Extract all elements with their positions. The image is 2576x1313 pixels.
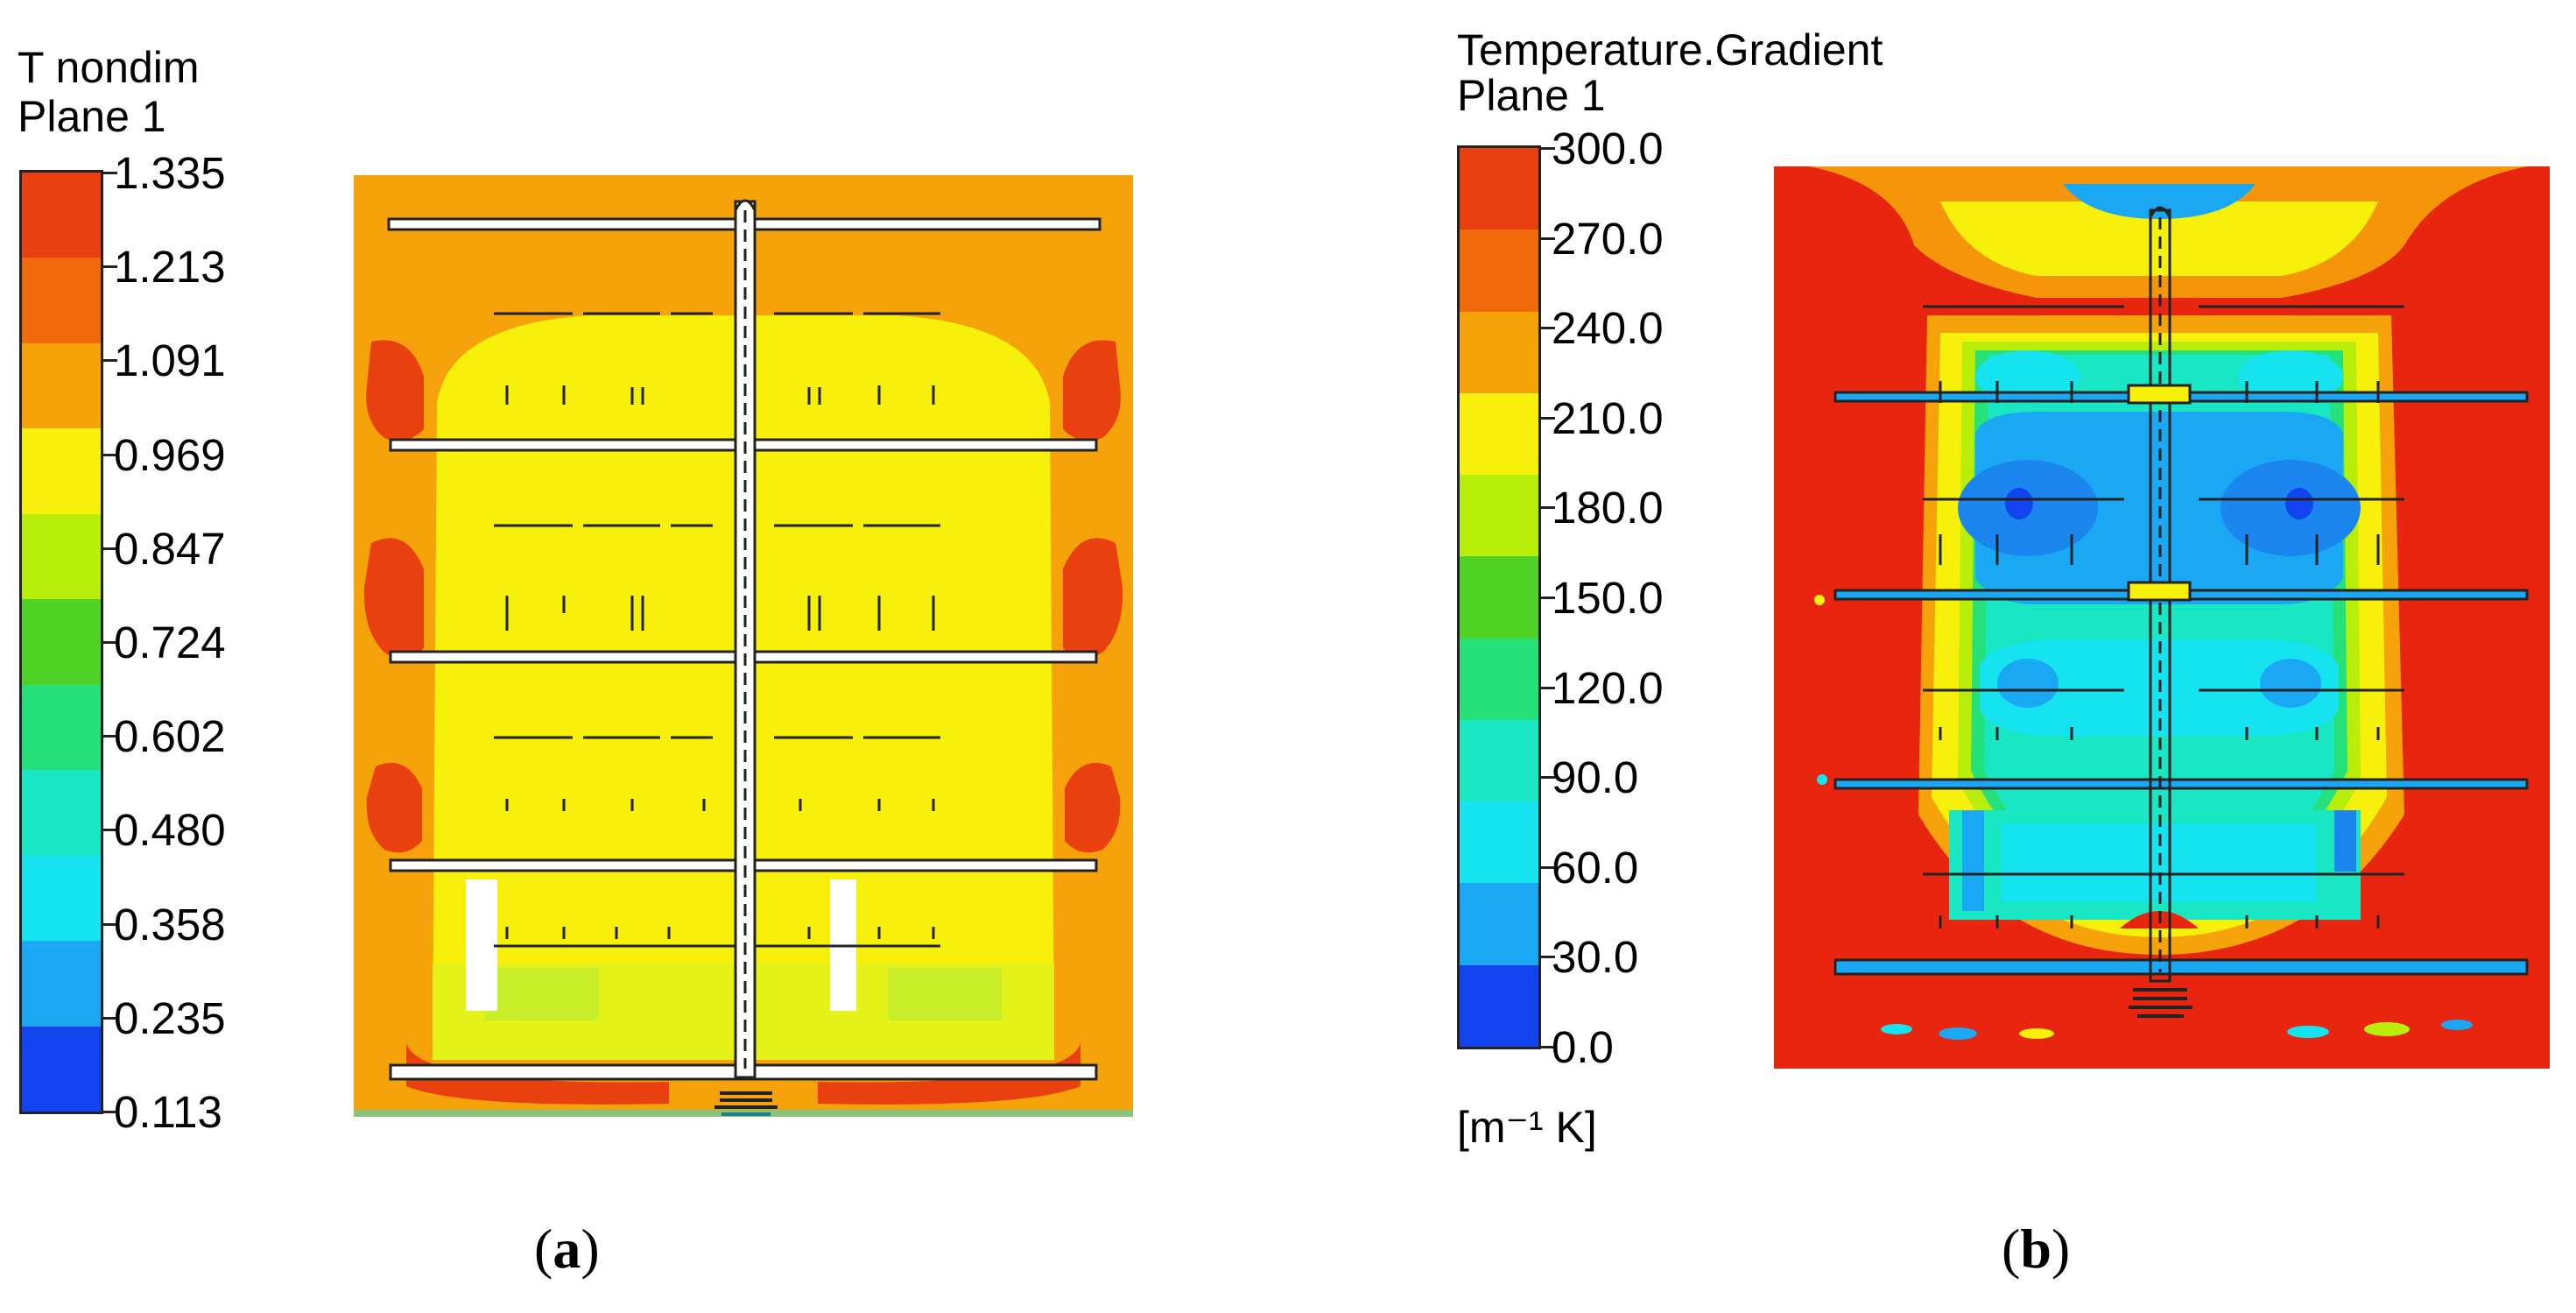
- colorbar-band: [22, 428, 101, 514]
- support-lines: [494, 312, 940, 948]
- colorbar-tick-mark: [1541, 1046, 1555, 1048]
- colorbar-tick-mark: [103, 359, 117, 363]
- temperature-gradient-contour-plot: [1774, 166, 2550, 1069]
- colorbar-tick-label: 1.091: [114, 335, 226, 386]
- colorbar-tick-mark: [1541, 865, 1555, 869]
- colorbar-band: [22, 684, 101, 771]
- colorbar-tick-mark: [1541, 236, 1555, 240]
- baffle-strip: [466, 879, 497, 1011]
- colorbar-tick-label: 210.0: [1552, 392, 1664, 443]
- colorbar-band: [1460, 556, 1538, 639]
- colorbar-tick-label: 0.969: [114, 429, 226, 480]
- colorbar-band: [22, 258, 101, 343]
- caption-b: (b): [2002, 1218, 2071, 1280]
- colorbar-tick-label: 0.480: [114, 805, 226, 856]
- colorbar-band: [1460, 392, 1538, 476]
- colorbar-unit-b: [m⁻¹ K]: [1457, 1103, 1597, 1152]
- colorbar-tick-label: 0.724: [114, 618, 226, 667]
- colorbar-tick-mark: [103, 641, 117, 644]
- colorbar-tick-mark: [103, 922, 117, 926]
- colorbar-tick-mark: [1541, 956, 1555, 959]
- colorbar-tick-mark: [103, 1016, 117, 1020]
- colorbar-tick-label: 1.335: [114, 148, 226, 198]
- agitator-shaft: [734, 199, 757, 1079]
- colorbar-band: [1460, 883, 1538, 965]
- colorbar-tick-label: 1.213: [114, 242, 226, 293]
- colorbar-band: [22, 770, 101, 856]
- colorbar-tick-label: 0.0: [1552, 1022, 1614, 1072]
- colorbar-tick-mark: [103, 1111, 117, 1113]
- colorbar-band: [22, 941, 101, 1027]
- gradient-speckles: [1814, 595, 2473, 1040]
- colorbar-tick-label: 150.0: [1552, 573, 1664, 623]
- colorbar-band: [1460, 638, 1538, 720]
- colorbar-tick-label: 270.0: [1552, 213, 1664, 264]
- colorbar-tick-label: 90.0: [1552, 752, 1639, 803]
- colorbar-band: [22, 855, 101, 942]
- colorbar-tick-label: 30.0: [1552, 932, 1639, 983]
- colorbar-tick-mark: [1541, 686, 1555, 689]
- bottom-bearing-b: [2129, 988, 2192, 1018]
- legend-title-b: Temperature.Gradient: [1457, 25, 1883, 74]
- colorbar-tick-mark: [103, 547, 117, 550]
- colorbar-tick-label: 0.602: [114, 711, 226, 762]
- support-lines-b: [1923, 305, 2404, 876]
- colorbar-tick-mark: [103, 265, 117, 269]
- colorbar-tick-label: 180.0: [1552, 483, 1664, 533]
- colorbar-band: [22, 342, 101, 429]
- colorbar-tick-mark: [1541, 327, 1555, 330]
- colorbar-band: [22, 1026, 101, 1112]
- colorbar-tick-mark: [103, 829, 117, 832]
- legend-title-a: T nondim: [18, 43, 200, 92]
- contour-lobe: [366, 340, 424, 441]
- colorbar-tick-label: 120.0: [1552, 662, 1664, 713]
- colorbar-band: [22, 599, 101, 685]
- colorbar-tick-mark: [1541, 506, 1555, 510]
- colorbar-a: [19, 170, 103, 1114]
- blade-marks-b: [1939, 381, 2380, 928]
- contour-bottom-band-right: [818, 1042, 1080, 1105]
- colorbar-tick-label: 300.0: [1552, 124, 1664, 173]
- contour-bottom-band-left: [406, 1042, 669, 1105]
- blade-marks: [505, 385, 935, 939]
- colorbar-band: [22, 513, 101, 600]
- legend-subtitle-b: Plane 1: [1457, 71, 1606, 120]
- colorbar-tick-mark: [103, 172, 117, 174]
- colorbar-band: [22, 173, 101, 258]
- colorbar-band: [1460, 719, 1538, 802]
- colorbar-b: [1457, 145, 1541, 1049]
- colorbar-tick-mark: [103, 735, 117, 738]
- agitator-shaft-b: [2127, 206, 2192, 983]
- temperature-contour-plot: [354, 175, 1133, 1117]
- colorbar-tick-mark: [103, 453, 117, 456]
- colorbar-tick-mark: [1541, 416, 1555, 420]
- colorbar-tick-mark: [1541, 147, 1555, 150]
- colorbar-tick-label: 0.113: [114, 1087, 222, 1137]
- colorbar-tick-label: 0.235: [114, 992, 226, 1043]
- colorbar-tick-label: 0.847: [114, 523, 226, 574]
- colorbar-band: [1460, 964, 1538, 1047]
- colorbar-band: [1460, 311, 1538, 393]
- colorbar-band: [1460, 801, 1538, 884]
- colorbar-tick-label: 0.358: [114, 899, 226, 949]
- colorbar-tick-mark: [1541, 776, 1555, 780]
- colorbar-tick-label: 60.0: [1552, 842, 1639, 893]
- colorbar-band: [1460, 475, 1538, 557]
- legend-subtitle-a: Plane 1: [18, 92, 166, 141]
- colorbar-tick-label: 240.0: [1552, 303, 1664, 354]
- colorbar-tick-mark: [1541, 596, 1555, 599]
- caption-a: (a): [534, 1218, 600, 1280]
- colorbar-band: [1460, 148, 1538, 230]
- colorbar-band: [1460, 229, 1538, 312]
